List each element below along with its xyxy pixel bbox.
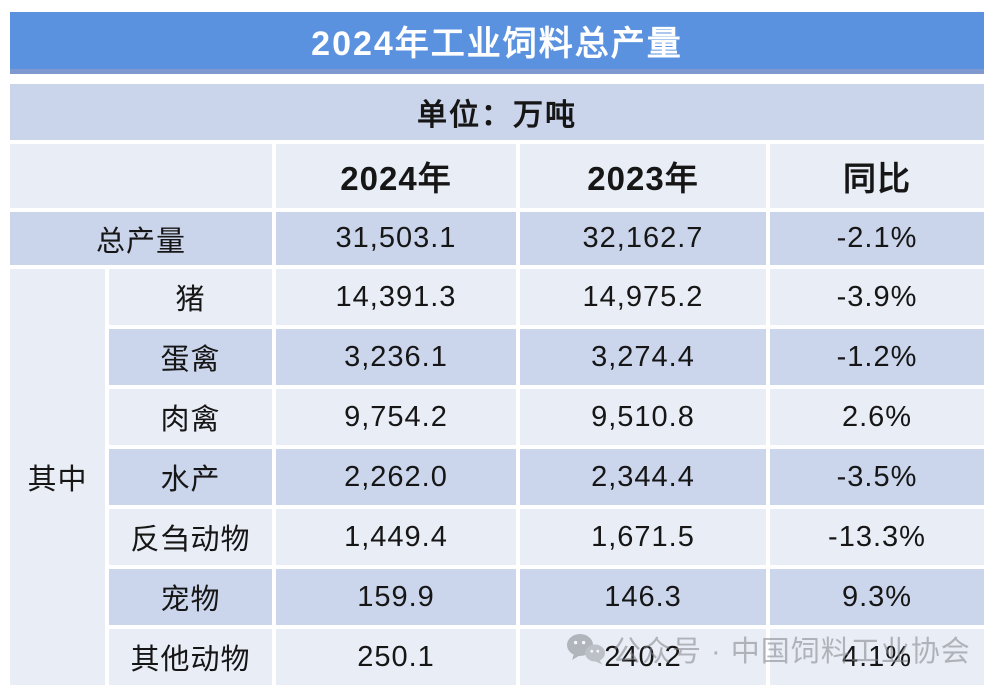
table-title: 2024年工业饲料总产量 [311, 25, 683, 63]
row-label: 蛋禽 [109, 329, 272, 385]
row-yoy-value: -13.3% [770, 509, 984, 565]
total-yoy-value: -2.1% [770, 212, 984, 265]
row-2024-value: 159.9 [276, 569, 516, 625]
row-2023-value: 146.3 [520, 569, 766, 625]
row-yoy-value: -3.5% [770, 449, 984, 505]
row-2024-value: 2,262.0 [276, 449, 516, 505]
row-2023-value: 2,344.4 [520, 449, 766, 505]
total-row-label: 总产量 [10, 212, 272, 265]
row-2024-value: 250.1 [276, 629, 516, 685]
row-label: 猪 [109, 269, 272, 325]
total-2023-value: 32,162.7 [520, 212, 766, 265]
row-2023-value: 14,975.2 [520, 269, 766, 325]
row-label: 反刍动物 [109, 509, 272, 565]
row-label: 肉禽 [109, 389, 272, 445]
row-2024-value: 3,236.1 [276, 329, 516, 385]
row-label: 水产 [109, 449, 272, 505]
unit-label: 单位：万吨 [417, 99, 577, 132]
column-header-yoy: 同比 [770, 144, 984, 208]
data-table: 2024年 2023年 同比 总产量 31,503.1 32,162.7 -2.… [10, 144, 984, 685]
group-label-cell: 其中 [10, 269, 105, 685]
row-2023-value: 9,510.8 [520, 389, 766, 445]
column-header-2024: 2024年 [276, 144, 516, 208]
row-2024-value: 9,754.2 [276, 389, 516, 445]
total-2024-value: 31,503.1 [276, 212, 516, 265]
row-2023-value: 1,671.5 [520, 509, 766, 565]
unit-bar: 单位：万吨 [10, 84, 984, 140]
row-2023-value: 3,274.4 [520, 329, 766, 385]
row-label: 其他动物 [109, 629, 272, 685]
table-title-bar: 2024年工业饲料总产量 [10, 12, 984, 74]
row-label: 宠物 [109, 569, 272, 625]
row-2024-value: 1,449.4 [276, 509, 516, 565]
header-blank-cell [10, 144, 272, 208]
row-yoy-value: 2.6% [770, 389, 984, 445]
row-yoy-value: 9.3% [770, 569, 984, 625]
row-2023-value: 240.2 [520, 629, 766, 685]
row-yoy-value: 4.1% [770, 629, 984, 685]
row-yoy-value: -1.2% [770, 329, 984, 385]
row-2024-value: 14,391.3 [276, 269, 516, 325]
row-yoy-value: -3.9% [770, 269, 984, 325]
column-header-2023: 2023年 [520, 144, 766, 208]
